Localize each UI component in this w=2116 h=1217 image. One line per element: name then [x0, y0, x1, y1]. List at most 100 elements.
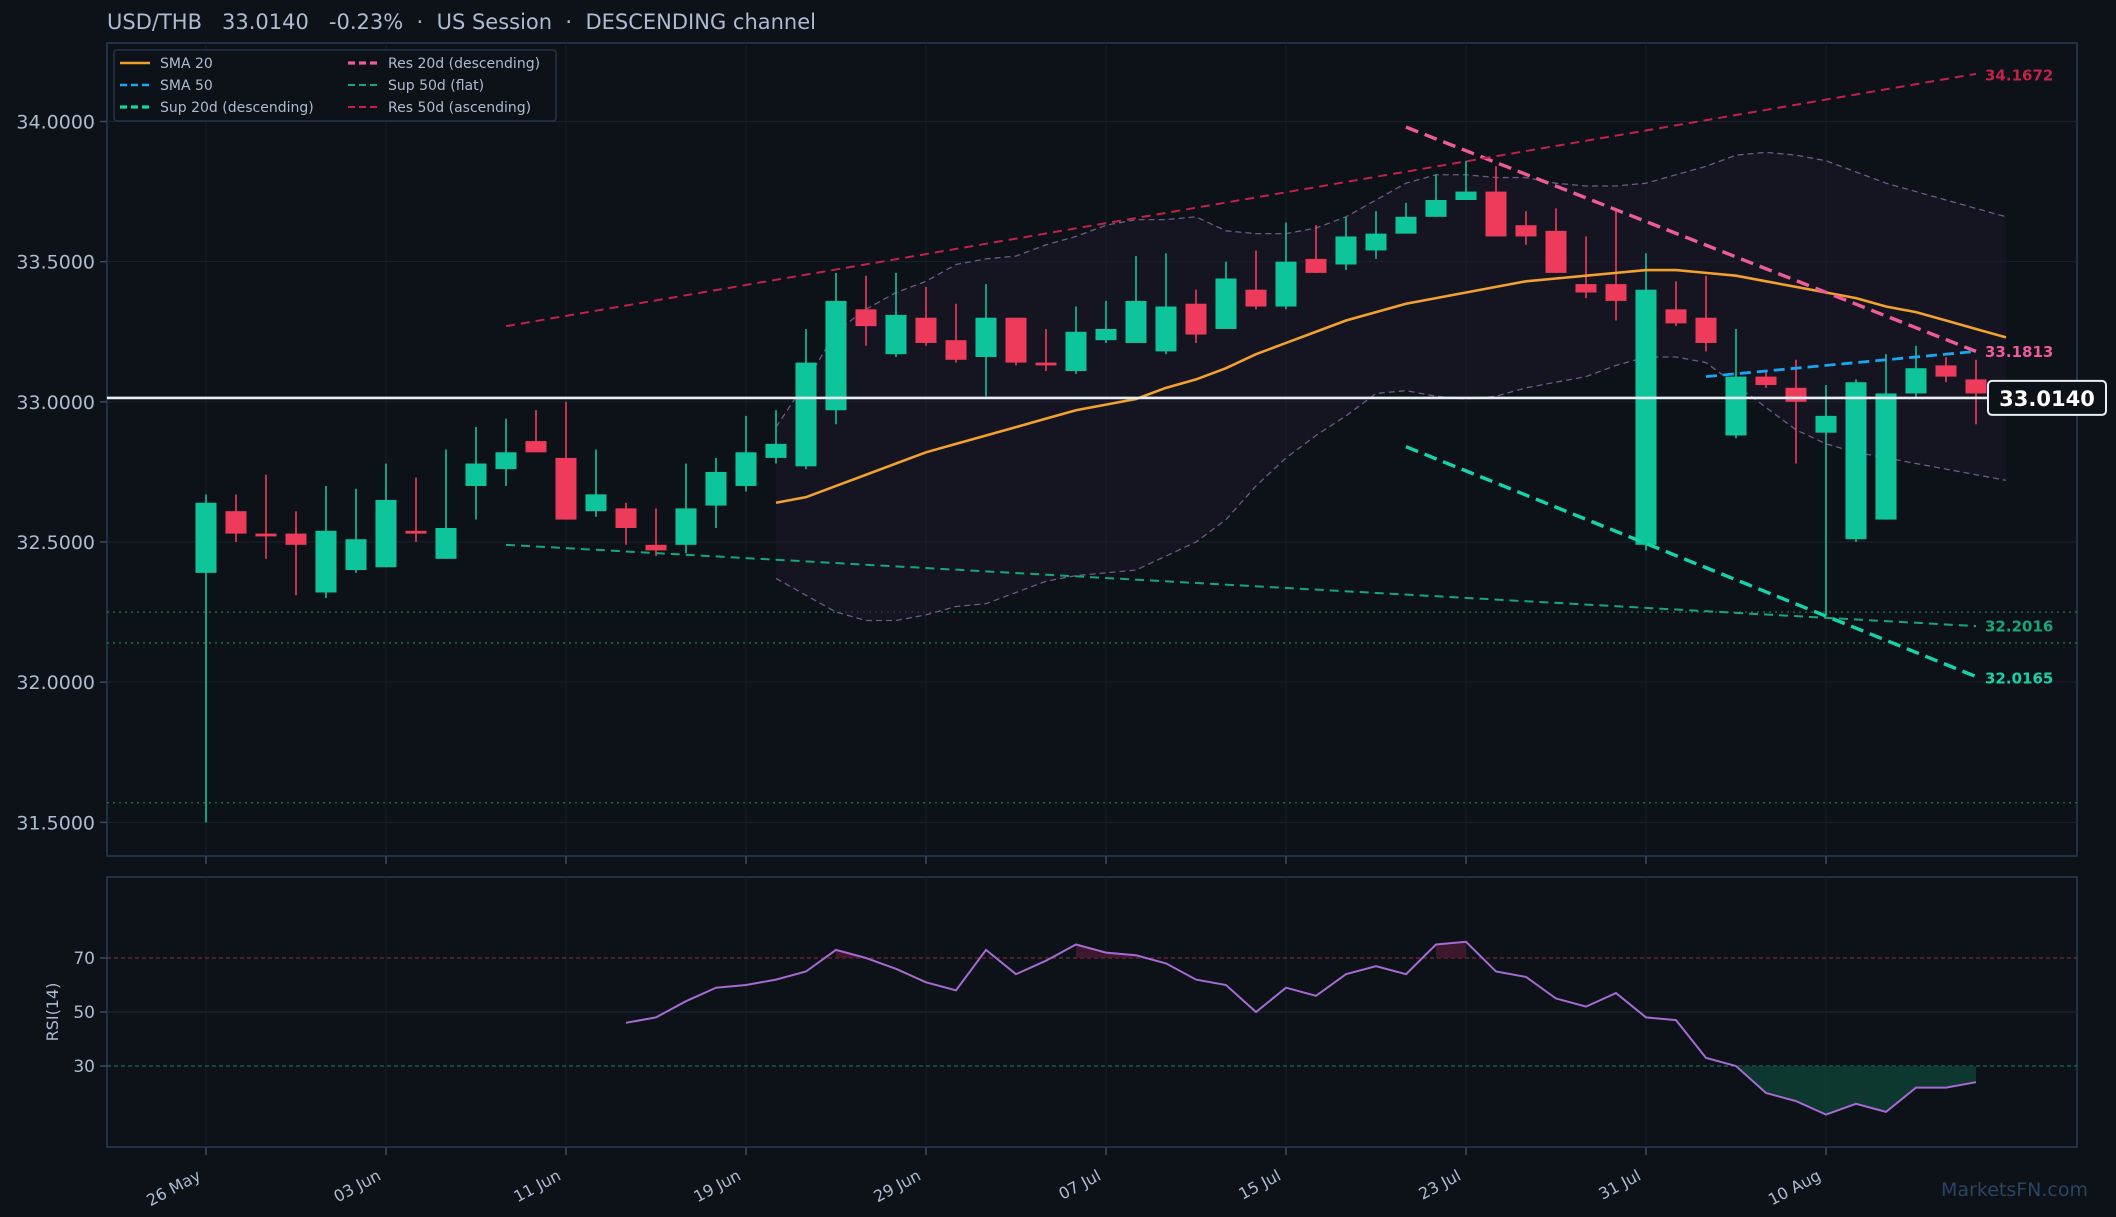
price-level-tag: 32.2016	[1985, 618, 2053, 636]
legend-label: Res 50d (ascending)	[388, 100, 531, 116]
y-tick-label: 33.0000	[16, 392, 95, 414]
candle-body	[315, 530, 337, 593]
candle-body	[1065, 331, 1087, 372]
x-tick-label: 29 Jun	[870, 1166, 923, 1206]
candle-body	[765, 443, 787, 458]
x-tick-label: 07 Jul	[1055, 1166, 1103, 1204]
candle-body	[1305, 258, 1327, 273]
y-tick-label: 32.5000	[16, 532, 95, 554]
candle-body	[585, 494, 607, 512]
trend-line	[1705, 349, 1977, 379]
rsi-overbought-fill	[1436, 941, 1466, 958]
change-label: -0.23%	[328, 10, 404, 34]
trend-line	[505, 72, 1977, 328]
candle-body	[1335, 236, 1357, 265]
rsi-tick-label: 50	[73, 1003, 95, 1023]
price-level-tag: 34.1672	[1985, 67, 2053, 85]
candle-body	[405, 530, 427, 534]
bollinger-lower	[775, 356, 2007, 622]
candle-body	[1605, 284, 1627, 301]
candle-body	[945, 340, 967, 360]
candle-body	[1485, 191, 1507, 237]
legend-label: SMA 50	[160, 78, 213, 94]
x-tick-label: 10 Aug	[1765, 1166, 1824, 1209]
candle-body	[795, 362, 817, 467]
channel-label: DESCENDING channel	[585, 10, 816, 34]
candle-body	[1395, 216, 1417, 234]
legend-box	[113, 49, 557, 122]
last-price-tag	[1987, 379, 2107, 416]
candle-body	[555, 457, 577, 520]
candle-body	[435, 527, 457, 559]
sma20-line	[775, 268, 2007, 505]
rsi-line	[625, 940, 1977, 1116]
candle-body	[525, 441, 547, 453]
candle-body	[1185, 303, 1207, 335]
candle-body	[1515, 225, 1537, 237]
candle-body	[1905, 368, 1927, 394]
session-label: US Session	[436, 10, 553, 34]
candle-body	[255, 533, 277, 537]
candle-body	[1215, 278, 1237, 329]
candle-body	[1755, 376, 1777, 386]
candle-body	[1725, 376, 1747, 436]
trend-line	[1405, 445, 1977, 679]
candle-body	[225, 511, 247, 534]
x-tick-label: 23 Jul	[1415, 1166, 1463, 1204]
price-level-tag: 32.0165	[1985, 670, 2053, 688]
rsi-axis-label: RSI(14)	[43, 983, 62, 1042]
x-tick-label: 11 Jun	[510, 1166, 563, 1206]
candle-body	[735, 452, 757, 486]
legend-label: Sup 20d (descending)	[160, 100, 314, 116]
candle-body	[1875, 393, 1897, 520]
rsi-tick-label: 70	[73, 949, 95, 969]
candle-body	[1935, 365, 1957, 377]
y-tick-label: 32.0000	[16, 672, 95, 694]
candle-body	[195, 502, 217, 573]
legend: SMA 20 SMA 50 Sup 20d (descending) Res 20d …	[113, 49, 557, 122]
candle-body	[615, 508, 637, 528]
legend-label: Sup 50d (flat)	[388, 78, 484, 94]
candle-body	[645, 544, 667, 551]
candle-body	[885, 314, 907, 355]
rsi-oversold-fill	[1736, 1066, 1976, 1115]
candle-body	[1785, 387, 1807, 402]
y-tick-label: 31.5000	[16, 812, 95, 834]
candle-body	[1635, 289, 1657, 545]
trend-line	[1405, 125, 1977, 353]
candle-body	[915, 317, 937, 343]
x-tick-label: 15 Jul	[1235, 1166, 1283, 1204]
candle-body	[375, 499, 397, 568]
y-tick-label: 33.5000	[16, 252, 95, 274]
x-tick-label: 19 Jun	[690, 1166, 743, 1206]
candle-body	[1155, 306, 1177, 352]
candle-body	[1125, 300, 1147, 343]
candle-body	[345, 539, 367, 571]
candle-body	[1845, 382, 1867, 540]
candle-body	[1965, 379, 1987, 394]
pair-label: USD/THB	[107, 10, 202, 34]
candle-body	[1455, 191, 1477, 200]
candle-body	[675, 508, 697, 545]
candle-body	[285, 533, 307, 545]
candle-body	[1815, 415, 1837, 433]
candle-body	[855, 309, 877, 327]
candle-body	[1365, 233, 1387, 251]
bollinger-upper	[775, 151, 2007, 428]
x-tick-label: 31 Jul	[1595, 1166, 1643, 1204]
watermark: MarketsFN.com	[1941, 1179, 2088, 1201]
candle-body	[705, 471, 727, 506]
candle-body	[1575, 284, 1597, 293]
bollinger-fill	[776, 152, 2006, 621]
candle-body	[495, 452, 517, 470]
candle-body	[465, 463, 487, 486]
candle-body	[1425, 199, 1447, 217]
candle-body	[1695, 317, 1717, 343]
candle-body	[1275, 261, 1297, 307]
last-price-label: 33.0140	[1999, 387, 2095, 411]
candle-body	[975, 317, 997, 357]
candle-body	[1005, 317, 1027, 363]
candle-body	[1245, 289, 1267, 307]
y-tick-label: 34.0000	[16, 111, 95, 133]
